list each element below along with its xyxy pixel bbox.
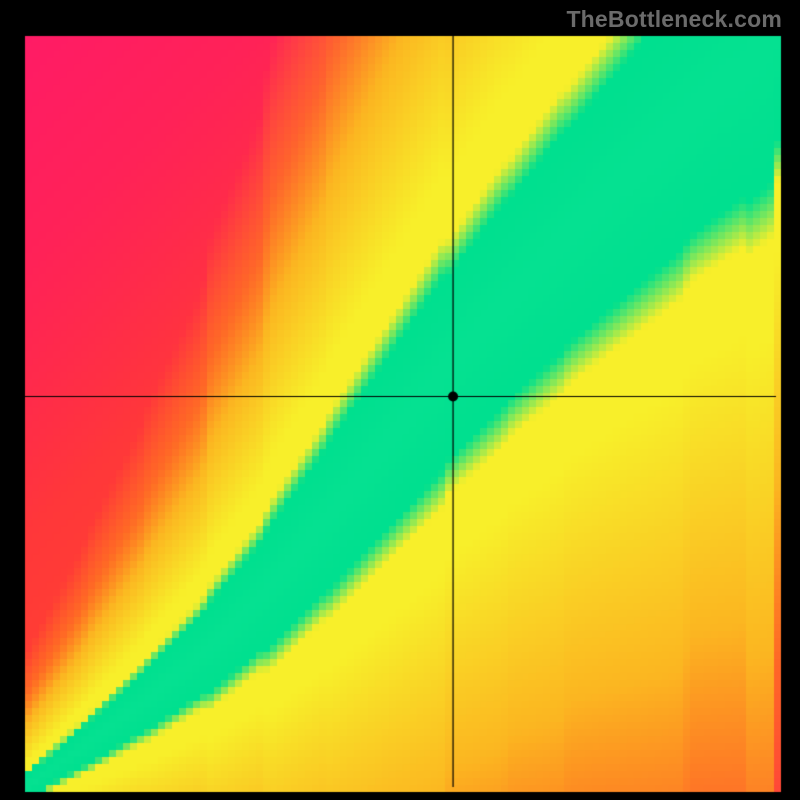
chart-container: TheBottleneck.com bbox=[0, 0, 800, 800]
heatmap-canvas bbox=[0, 0, 800, 800]
watermark-label: TheBottleneck.com bbox=[566, 6, 782, 33]
